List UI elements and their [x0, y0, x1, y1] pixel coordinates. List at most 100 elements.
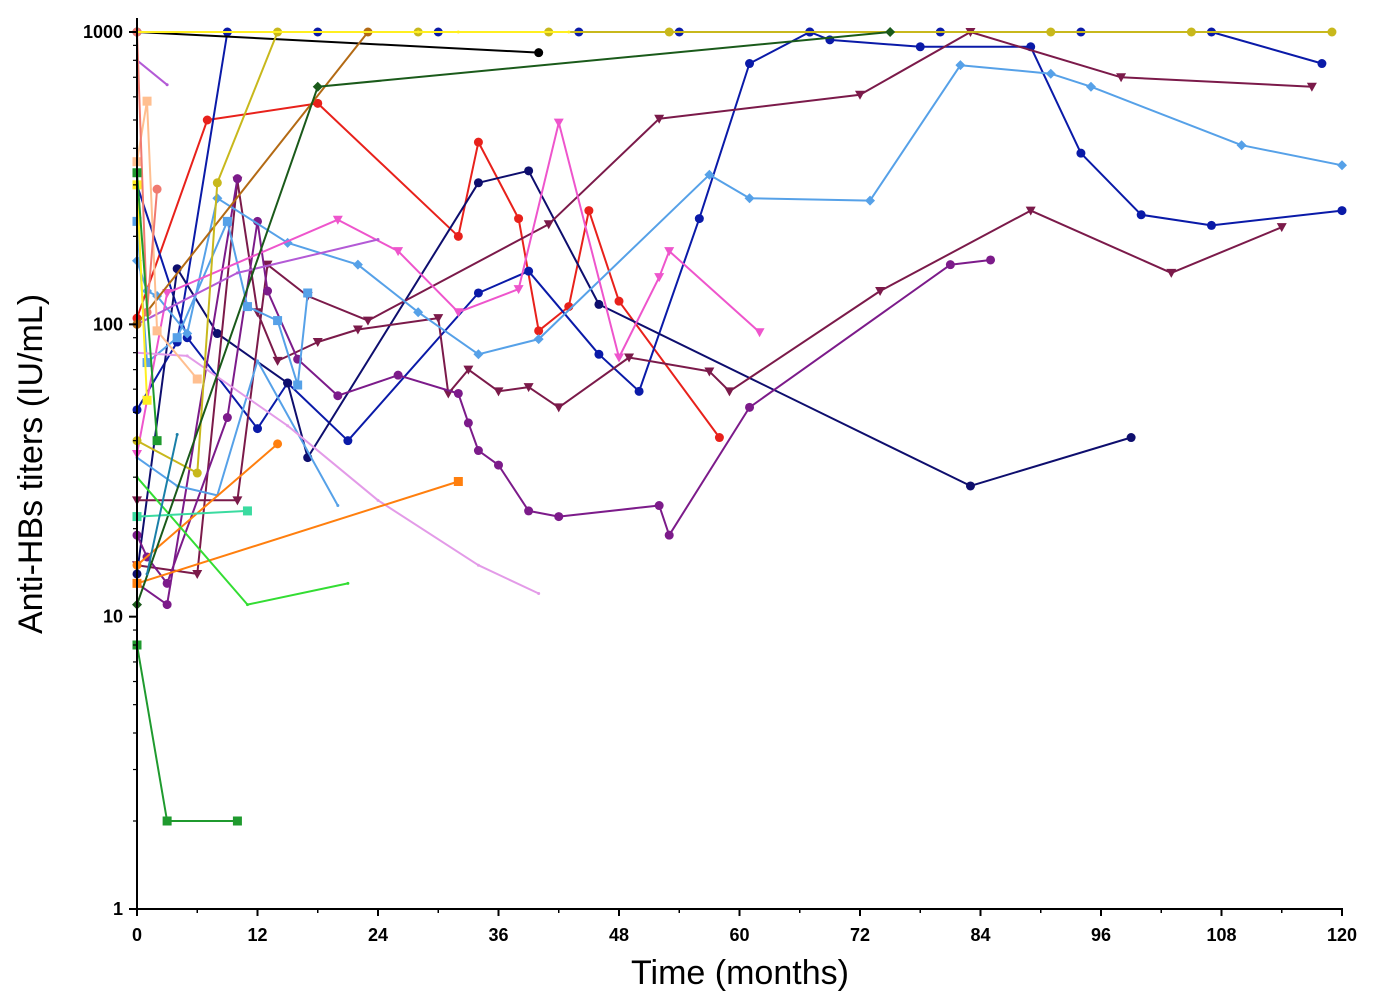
data-point	[745, 402, 755, 412]
x-tick-label: 24	[368, 925, 388, 945]
plot-series-group	[132, 27, 1347, 826]
data-point	[986, 255, 996, 265]
series-line	[136, 31, 539, 54]
x-tick-label: 96	[1091, 925, 1111, 945]
data-point	[524, 506, 534, 516]
data-point	[453, 308, 464, 318]
data-point	[553, 403, 564, 413]
series-line	[136, 480, 459, 585]
data-point	[463, 365, 474, 375]
series-line	[146, 434, 179, 575]
series-line	[136, 220, 991, 585]
series-group	[132, 176, 1287, 579]
data-point	[283, 378, 293, 388]
data-point	[965, 481, 975, 491]
data-point	[185, 354, 189, 358]
data-point	[303, 288, 313, 298]
data-point	[614, 296, 624, 306]
data-point	[1186, 27, 1196, 37]
data-point	[694, 214, 704, 224]
data-point	[654, 501, 664, 511]
y-axis-title: Anti-HBs titers (IU/mL)	[12, 294, 50, 634]
series-line	[136, 184, 148, 401]
data-point	[1046, 27, 1056, 37]
data-point	[664, 247, 675, 257]
x-tick-label: 72	[850, 925, 870, 945]
data-point	[212, 193, 223, 204]
data-point	[664, 27, 674, 37]
data-point	[152, 326, 162, 336]
data-point	[142, 395, 152, 405]
data-point	[273, 439, 283, 449]
x-tick-label: 60	[729, 925, 749, 945]
data-point	[242, 302, 252, 312]
data-point	[567, 30, 571, 34]
data-point	[272, 356, 283, 366]
data-point	[145, 572, 149, 576]
data-point	[376, 238, 380, 242]
data-point	[212, 178, 222, 188]
x-tick-label: 12	[247, 925, 267, 945]
data-point	[162, 600, 172, 610]
series-line	[136, 102, 721, 439]
data-point	[885, 27, 896, 37]
series-line	[136, 31, 891, 605]
data-point	[594, 299, 604, 309]
series-line	[136, 443, 279, 566]
x-ticks-group: 0 12 24 36 48 60 72 84 96 108 120	[132, 909, 1357, 945]
data-point	[473, 349, 484, 360]
y-tick-label: 1	[113, 899, 123, 919]
series-line	[136, 31, 369, 325]
y-tick-label: 10	[103, 607, 123, 627]
series-line	[136, 172, 159, 441]
data-point	[192, 468, 202, 478]
data-point	[473, 288, 483, 298]
data-point	[1317, 59, 1327, 69]
series-line	[136, 31, 1343, 442]
data-point	[1306, 82, 1317, 92]
data-point	[256, 359, 259, 363]
data-point	[704, 367, 715, 377]
data-point	[413, 307, 424, 318]
y-tick-label: 100	[93, 314, 123, 334]
data-point	[1276, 223, 1287, 233]
data-point	[192, 374, 202, 384]
data-point	[714, 433, 724, 443]
x-tick-label: 36	[488, 925, 508, 945]
data-point	[162, 816, 172, 826]
data-point	[313, 98, 323, 108]
data-point	[537, 592, 541, 596]
series-group	[132, 27, 1347, 446]
data-point	[175, 432, 179, 436]
data-point	[232, 174, 242, 184]
x-axis-title: Time (months)	[631, 954, 849, 992]
series-line	[136, 169, 1132, 575]
series-group	[132, 28, 1317, 506]
data-point	[286, 424, 290, 428]
data-point	[433, 314, 444, 324]
data-point	[346, 581, 350, 585]
data-point	[1116, 73, 1127, 83]
data-point	[453, 476, 463, 486]
data-point	[453, 388, 463, 398]
data-point	[524, 166, 534, 176]
data-point	[473, 446, 483, 456]
series-group	[132, 118, 765, 460]
data-point	[362, 316, 373, 326]
series-line	[136, 220, 309, 386]
series-group	[145, 432, 179, 576]
data-point	[875, 287, 886, 297]
data-point	[594, 349, 604, 359]
data-point	[1206, 220, 1216, 230]
data-point	[232, 496, 243, 506]
data-point	[865, 195, 876, 206]
data-point	[476, 563, 480, 567]
x-tick-label: 120	[1327, 925, 1357, 945]
data-point	[152, 184, 162, 194]
data-point	[352, 325, 363, 335]
data-point	[222, 216, 232, 226]
data-point	[855, 90, 865, 100]
data-point	[1085, 81, 1096, 92]
data-point	[142, 96, 152, 106]
data-point	[273, 316, 283, 326]
